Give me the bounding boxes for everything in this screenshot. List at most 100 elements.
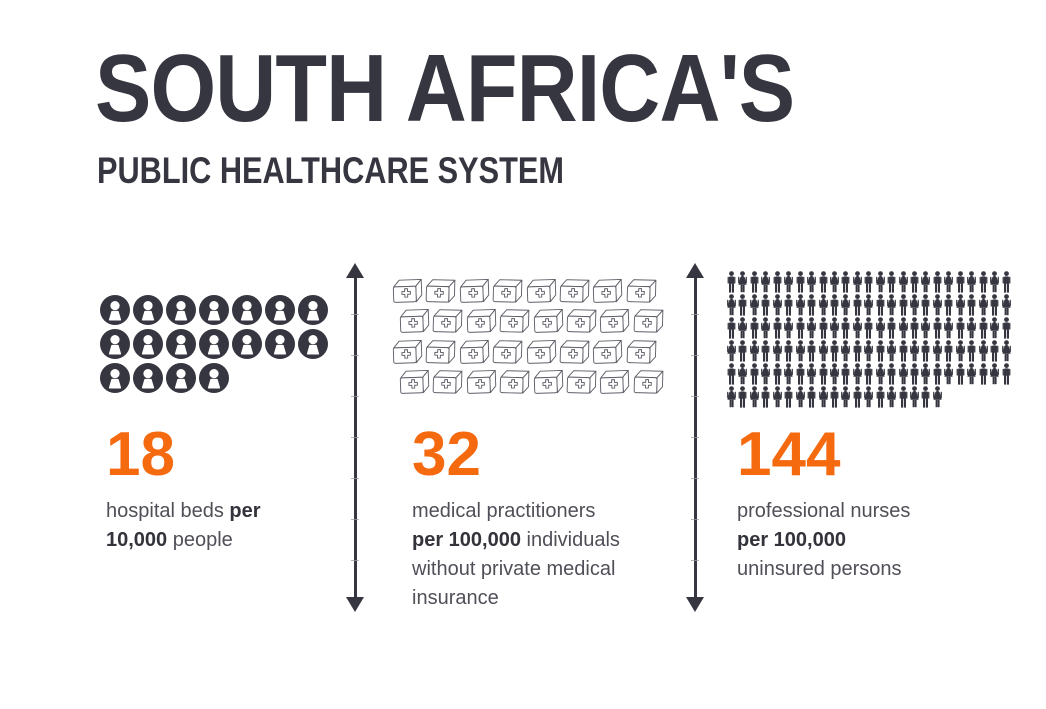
medkit-icon	[626, 278, 657, 303]
man-icon	[795, 363, 806, 385]
medkit-icon	[559, 278, 590, 303]
man-icon	[749, 317, 760, 339]
arrow-up-icon	[686, 263, 704, 278]
man-icon	[795, 271, 806, 293]
man-icon	[852, 294, 863, 316]
man-icon	[737, 340, 748, 362]
woman-icon	[966, 363, 977, 385]
medkit-icon	[599, 308, 630, 334]
person-circle-icon	[265, 329, 295, 359]
arrow-tick	[691, 314, 699, 315]
medkit-icon	[526, 339, 557, 364]
stat-value: 144	[737, 420, 841, 489]
man-icon	[886, 363, 897, 385]
man-icon	[806, 340, 817, 362]
stat-label-text: hospital beds	[106, 500, 230, 522]
woman-icon	[829, 363, 840, 385]
woman-icon	[806, 271, 817, 293]
man-icon	[932, 363, 943, 385]
stat-professional-nurses: 144 professional nurses per 100,000 uninsu…	[726, 0, 1016, 709]
medkit-icon	[399, 369, 430, 395]
woman-icon	[875, 363, 886, 385]
person-circle-icon	[166, 329, 196, 359]
man-icon	[875, 386, 886, 408]
woman-icon	[852, 271, 863, 293]
medkit-icon	[599, 369, 630, 395]
man-icon	[760, 386, 771, 408]
arrow-tick	[691, 560, 699, 561]
woman-icon	[840, 340, 851, 362]
man-icon	[920, 340, 931, 362]
arrow-tick	[351, 396, 359, 397]
woman-icon	[772, 294, 783, 316]
woman-icon	[806, 317, 817, 339]
man-icon	[978, 271, 989, 293]
man-icon	[829, 340, 840, 362]
medkit-icon	[492, 278, 523, 303]
man-icon	[898, 340, 909, 362]
vertical-arrow-divider	[686, 263, 704, 612]
stat-label: hospital beds per 10,000 people	[106, 497, 261, 555]
woman-icon	[898, 317, 909, 339]
woman-icon	[783, 363, 794, 385]
person-circle-icon	[133, 329, 163, 359]
arrow-tick	[691, 437, 699, 438]
man-icon	[772, 363, 783, 385]
man-icon	[978, 317, 989, 339]
man-icon	[783, 294, 794, 316]
man-icon	[886, 271, 897, 293]
stat-hospital-beds: 18 hospital beds per 10,000 people	[100, 0, 335, 709]
medkit-icon	[592, 278, 623, 303]
stat-label: medical practitioners per 100,000 individ…	[412, 497, 620, 613]
man-icon	[989, 340, 1000, 362]
man-icon	[955, 271, 966, 293]
man-icon	[840, 363, 851, 385]
woman-icon	[989, 317, 1000, 339]
person-circle-icon	[199, 295, 229, 325]
man-icon	[920, 294, 931, 316]
woman-icon	[1001, 294, 1012, 316]
man-icon	[818, 271, 829, 293]
woman-icon	[806, 363, 817, 385]
stat-label-text: medical practitioners	[412, 500, 596, 522]
man-icon	[863, 363, 874, 385]
woman-icon	[978, 294, 989, 316]
arrow-tick	[351, 478, 359, 479]
person-circle-icon	[199, 363, 229, 393]
man-icon	[726, 271, 737, 293]
woman-icon	[898, 363, 909, 385]
man-icon	[818, 363, 829, 385]
person-circle-icon	[133, 363, 163, 393]
person-circle-icon	[100, 295, 130, 325]
man-icon	[863, 271, 874, 293]
woman-icon	[726, 340, 737, 362]
icon-grid	[100, 295, 328, 397]
stat-label-text: people	[167, 529, 233, 551]
man-icon	[920, 386, 931, 408]
stat-value: 18	[106, 420, 175, 489]
woman-icon	[932, 340, 943, 362]
man-icon	[852, 340, 863, 362]
medkit-icon	[626, 339, 657, 364]
woman-icon	[818, 294, 829, 316]
medkit-icon	[466, 369, 497, 395]
woman-icon	[898, 271, 909, 293]
woman-icon	[989, 363, 1000, 385]
person-circle-icon	[232, 329, 262, 359]
woman-icon	[989, 271, 1000, 293]
woman-icon	[886, 386, 897, 408]
page-title: SOUTH AFRICA'S	[95, 35, 795, 142]
man-icon	[875, 294, 886, 316]
man-icon	[966, 340, 977, 362]
woman-icon	[726, 294, 737, 316]
person-circle-icon	[265, 295, 295, 325]
man-icon	[966, 294, 977, 316]
man-icon	[726, 363, 737, 385]
woman-icon	[1001, 340, 1012, 362]
woman-icon	[795, 340, 806, 362]
stat-label-bold-text: 10,000	[106, 529, 168, 551]
medkit-icon	[533, 308, 564, 334]
medkit-icon	[633, 308, 664, 334]
stat-label-text: insurance	[412, 587, 499, 609]
person-circle-icon	[232, 295, 262, 325]
